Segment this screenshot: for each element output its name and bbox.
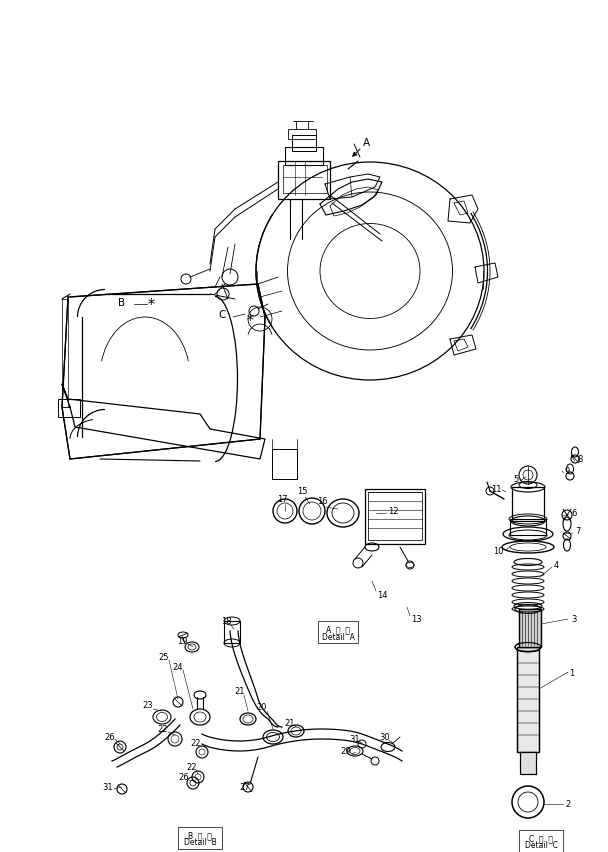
Text: 21: 21 [235,687,245,696]
Bar [288,130,316,140]
Text: 26: 26 [105,732,116,740]
Text: 30: 30 [379,733,390,741]
Bar [512,487,544,521]
Bar [285,148,323,166]
Text: 6: 6 [572,508,576,517]
Text: 12: 12 [388,507,398,516]
Text: 22: 22 [191,739,201,747]
Bar [365,489,425,544]
Text: 26: 26 [179,773,189,781]
Text: 19: 19 [177,636,187,646]
Text: 9: 9 [564,467,570,476]
Text: B: B [119,297,126,308]
Text: 21: 21 [285,717,295,727]
Bar [272,450,297,480]
Text: 29: 29 [340,746,351,756]
Text: 2: 2 [565,799,571,809]
Text: 15: 15 [297,487,307,496]
Bar [519,609,541,648]
Text: 25: 25 [159,653,169,662]
Bar [520,752,536,774]
Text: B  詳  図: B 詳 図 [188,831,212,839]
Text: 31: 31 [103,783,113,792]
Text: A: A [362,138,370,148]
Bar [178,827,222,849]
Bar [283,166,327,193]
Text: Detail  B: Detail B [184,838,216,847]
Text: 3: 3 [572,615,576,624]
Bar [517,648,539,752]
Text: 23: 23 [143,700,153,710]
Text: 22: 22 [187,763,197,772]
Text: 13: 13 [410,615,421,624]
Text: 4: 4 [553,560,559,569]
Text: 8: 8 [578,455,582,464]
Text: Detail  A: Detail A [322,633,354,642]
Text: 16: 16 [317,497,327,506]
Text: *: * [246,313,254,326]
Bar [368,492,422,540]
Bar [224,621,240,643]
Text: 5: 5 [513,475,519,484]
Bar [519,609,541,648]
Bar [58,400,80,417]
Text: 11: 11 [491,485,501,494]
Text: 7: 7 [575,527,581,536]
Text: 31: 31 [350,734,361,744]
Bar [318,621,358,643]
Bar [278,162,330,199]
Text: *: * [148,296,154,311]
Text: 24: 24 [173,662,183,671]
Text: A  詳  図: A 詳 図 [326,625,350,634]
Text: 22: 22 [157,725,168,734]
Bar [292,135,316,152]
Bar [520,752,536,774]
Bar [510,520,546,535]
Text: 14: 14 [377,590,387,600]
Text: 20: 20 [257,703,268,711]
Text: C  詳  図: C 詳 図 [529,833,553,843]
Text: 10: 10 [492,546,503,555]
Text: 17: 17 [277,494,288,503]
Bar [517,648,539,752]
Text: C: C [218,309,226,320]
Text: 18: 18 [221,617,231,625]
Text: Detail  C: Detail C [525,841,558,849]
Bar [519,830,563,852]
Text: 1: 1 [569,668,575,676]
Text: 27: 27 [240,783,250,792]
